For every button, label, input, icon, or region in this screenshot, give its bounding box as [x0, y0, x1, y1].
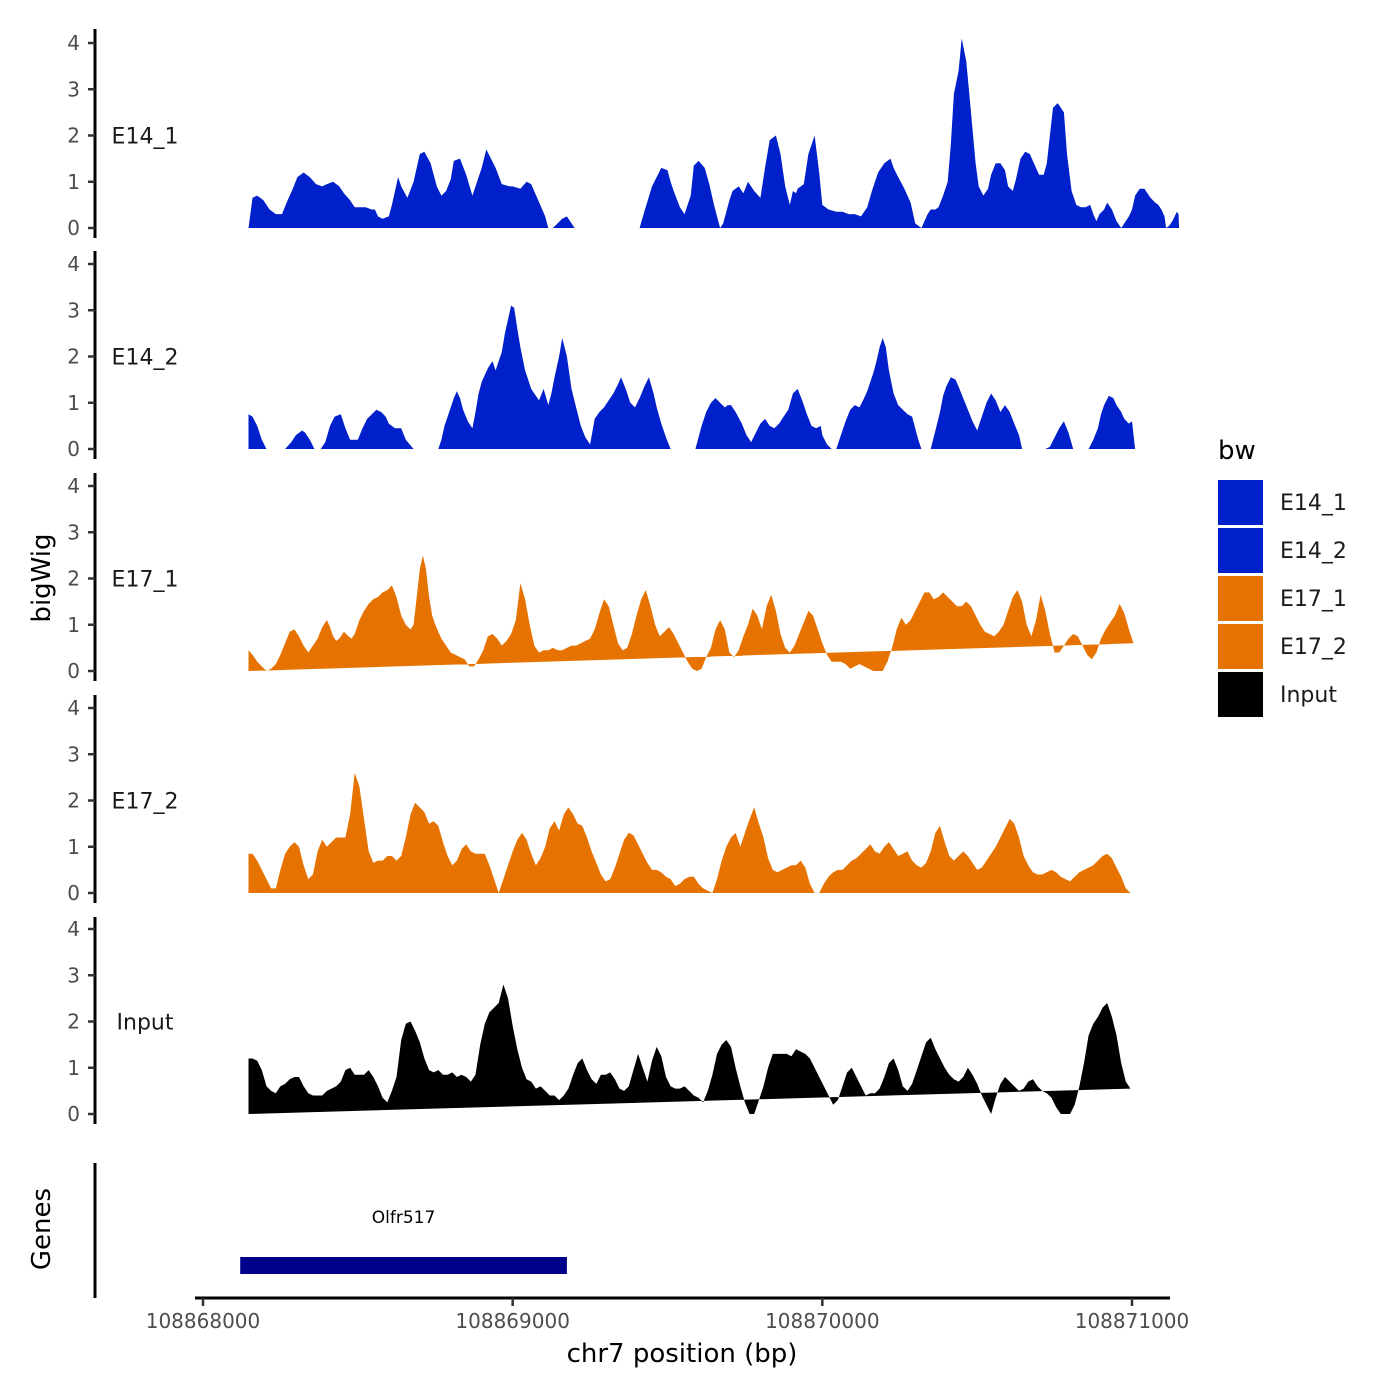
legend-swatch-E17_2 — [1218, 624, 1263, 669]
legend-swatch-Input — [1218, 672, 1263, 717]
track-label: Input — [117, 1011, 174, 1036]
track-label: E14_2 — [112, 346, 179, 371]
legend-label: Input — [1280, 683, 1337, 708]
legend-swatch-E14_2 — [1218, 528, 1263, 573]
gene-label: Olfr517 — [372, 1208, 436, 1228]
y-tick-label: 4 — [67, 252, 80, 276]
y-tick-label: 2 — [67, 1010, 80, 1034]
legend-label: E17_2 — [1280, 635, 1347, 660]
track-E17_2: 0 1 2 3 4 E17_2 — [67, 695, 1173, 905]
x-tick-label: 108871000 — [1075, 1309, 1190, 1333]
x-tick-label: 108870000 — [765, 1309, 880, 1333]
y-tick-label: 3 — [67, 298, 80, 322]
legend-label: E14_1 — [1280, 491, 1347, 516]
y-tick-label: 1 — [67, 835, 80, 859]
track-E14_2: 0 1 2 3 4 E14_2 — [67, 251, 1136, 461]
x-axis: 108868000 108869000 108870000 108871000 — [146, 1296, 1190, 1333]
legend-label: E17_1 — [1280, 587, 1347, 612]
y-tick-label: 0 — [67, 437, 80, 461]
y-tick-label: 4 — [67, 474, 80, 498]
y-tick-label: 3 — [67, 742, 80, 766]
y-tick-label: 3 — [67, 963, 80, 987]
y-tick-label: 2 — [67, 789, 80, 813]
y-tick-label: 2 — [67, 345, 80, 369]
legend-swatch-E14_1 — [1218, 480, 1263, 525]
track-E17_1: 0 1 2 3 4 E17_1 — [67, 473, 1134, 683]
genes-panel: Olfr517 — [93, 1163, 567, 1298]
y-tick-label: 3 — [67, 520, 80, 544]
y-tick-label: 1 — [67, 170, 80, 194]
y-tick-label: 1 — [67, 1056, 80, 1080]
x-axis-title: chr7 position (bp) — [567, 1339, 798, 1369]
y-tick-label: 4 — [67, 917, 80, 941]
signal-area-Input — [248, 984, 1131, 1114]
track-E14_1: 0 1 2 3 4 E14_1 — [67, 29, 1180, 240]
genes-axis-title: Genes — [27, 1188, 57, 1270]
legend-title: bw — [1218, 436, 1256, 466]
y-tick-label: 0 — [67, 659, 80, 683]
track-label: E14_1 — [112, 125, 179, 150]
track-label: E17_1 — [112, 568, 179, 593]
y-tick-label: 3 — [67, 77, 80, 101]
y-tick-label: 0 — [67, 1102, 80, 1126]
y-tick-label: 1 — [67, 391, 80, 415]
x-tick-label: 108869000 — [455, 1309, 570, 1333]
legend: bw E14_1 E14_2 E17_1 E17_2 Input — [1218, 436, 1347, 717]
legend-label: E14_2 — [1280, 539, 1347, 564]
x-tick-label: 108868000 — [146, 1309, 261, 1333]
legend-swatch-E17_1 — [1218, 576, 1263, 621]
signal-area-E14_2 — [248, 305, 1136, 449]
y-tick-label: 2 — [67, 567, 80, 591]
y-tick-label: 0 — [67, 216, 80, 240]
gene-body — [240, 1257, 567, 1274]
bigwig-tracks: 0 1 2 3 4 E14_1 0 1 2 3 4 E14_2 0 1 2 3 4 E17_1 0 1 2 3 4 E17_2… — [67, 29, 1180, 1126]
y-tick-label: 4 — [67, 696, 80, 720]
y-tick-label: 4 — [67, 31, 80, 55]
y-axis-title: bigWig — [27, 533, 57, 622]
y-tick-label: 2 — [67, 124, 80, 148]
track-label: E17_2 — [112, 790, 179, 815]
signal-area-E14_1 — [248, 38, 1180, 229]
track-Input: 0 1 2 3 4 Input — [67, 917, 1131, 1126]
signal-area-E17_2 — [248, 772, 1173, 893]
signal-area-E17_1 — [248, 555, 1134, 671]
y-tick-label: 1 — [67, 613, 80, 637]
y-tick-label: 0 — [67, 881, 80, 905]
